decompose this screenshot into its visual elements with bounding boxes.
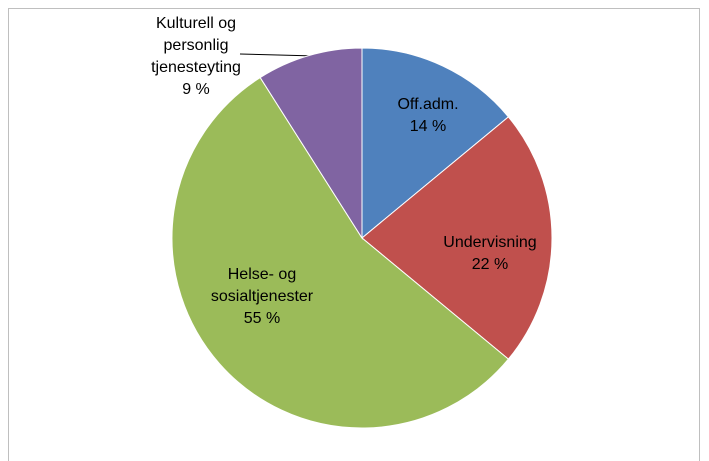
pie-slice [361, 116, 553, 360]
pie-slice [361, 47, 510, 240]
slice-label: Helse- og sosialtjenester 55 % [197, 264, 327, 330]
category-label: Off.adm. [397, 96, 459, 113]
slice-label: Kulturell og personlig tjenesteyting 9 % [141, 13, 251, 101]
value-label: 9 % [182, 81, 210, 98]
value-label: 14 % [409, 118, 447, 135]
pie-slice [259, 47, 363, 240]
category-label: Helse- og sosialtjenester [210, 266, 314, 305]
leader-line [239, 53, 317, 57]
category-label: Kulturell og personlig tjenesteyting [151, 15, 241, 76]
slice-label: Off.adm. 14 % [378, 94, 478, 138]
value-label: 55 % [243, 310, 281, 327]
chart-frame [8, 8, 700, 461]
pie-slice [171, 76, 510, 429]
category-label: Undervisning [443, 234, 537, 251]
value-label: 22 % [471, 256, 509, 273]
slice-label: Undervisning 22 % [425, 232, 555, 276]
